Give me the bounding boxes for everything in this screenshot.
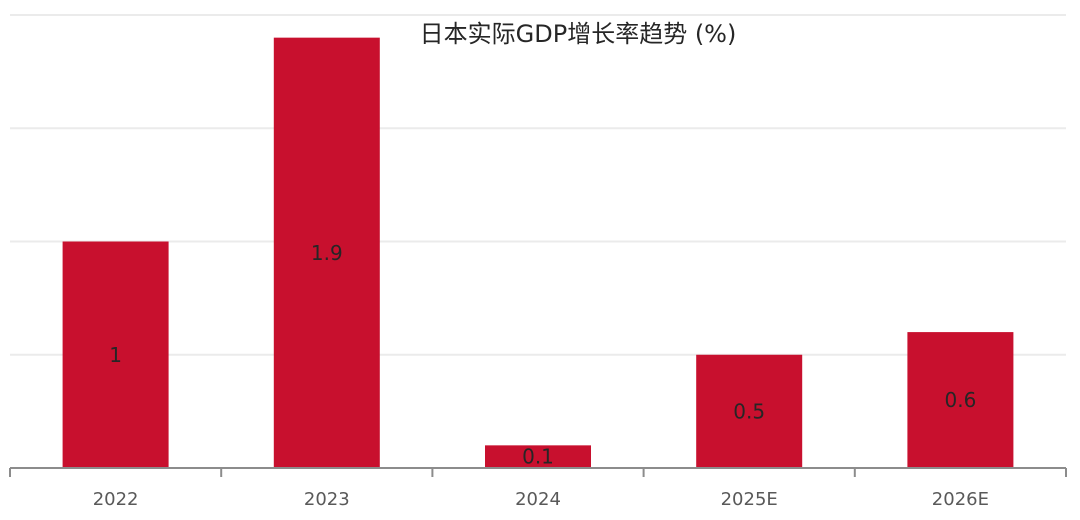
data-label: 0.1 bbox=[522, 445, 554, 469]
x-tick-label: 2024 bbox=[515, 489, 561, 510]
bar-2022 bbox=[62, 241, 169, 468]
data-label: 0.5 bbox=[733, 399, 765, 423]
x-tick-label: 2022 bbox=[93, 489, 139, 510]
data-label: 0.6 bbox=[944, 388, 976, 412]
x-tick-label: 2023 bbox=[304, 489, 350, 510]
bar-2024 bbox=[485, 445, 591, 468]
chart-title: 日本实际GDP增长率趋势 (%) bbox=[419, 20, 737, 48]
data-label: 1.9 bbox=[311, 241, 343, 265]
x-tick-label: 2026E bbox=[932, 489, 989, 510]
x-tick-label: 2025E bbox=[721, 489, 778, 510]
bar-2026E bbox=[907, 332, 1014, 468]
bar-2023 bbox=[273, 37, 380, 469]
data-label: 1 bbox=[109, 343, 122, 367]
bar-2025E bbox=[696, 354, 803, 468]
